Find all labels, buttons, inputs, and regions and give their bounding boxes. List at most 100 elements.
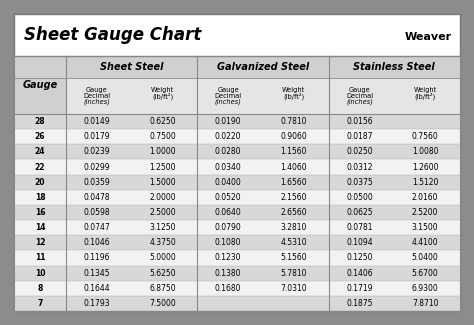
Text: 4.5310: 4.5310 (281, 238, 307, 247)
Text: 0.7560: 0.7560 (412, 132, 438, 141)
Text: 14: 14 (35, 223, 45, 232)
Text: 1.5000: 1.5000 (149, 178, 176, 187)
Text: Decimal: Decimal (215, 93, 242, 99)
Bar (14, 160, 460, 175)
Text: 0.1094: 0.1094 (346, 238, 373, 247)
Text: 8: 8 (37, 284, 43, 293)
Text: Weaver: Weaver (405, 32, 452, 42)
Text: 1.2600: 1.2600 (412, 162, 438, 172)
Text: 0.7810: 0.7810 (281, 117, 307, 126)
Text: 3.1250: 3.1250 (149, 223, 176, 232)
Text: 18: 18 (35, 193, 46, 202)
Text: 0.0250: 0.0250 (346, 147, 373, 156)
Text: Gauge: Gauge (22, 80, 58, 90)
Text: 0.0149: 0.0149 (83, 117, 110, 126)
Text: 0.0220: 0.0220 (215, 132, 241, 141)
Text: 7: 7 (37, 299, 43, 308)
Text: 2.0000: 2.0000 (149, 193, 176, 202)
Text: 0.0598: 0.0598 (83, 208, 110, 217)
Text: 0.0190: 0.0190 (215, 117, 242, 126)
Text: 22: 22 (35, 162, 45, 172)
Text: 0.1230: 0.1230 (215, 254, 241, 263)
Text: 1.5120: 1.5120 (412, 178, 438, 187)
Text: 0.0359: 0.0359 (83, 178, 110, 187)
Text: 0.0156: 0.0156 (346, 117, 373, 126)
Text: 0.1196: 0.1196 (83, 254, 110, 263)
Text: 0.0747: 0.0747 (83, 223, 110, 232)
Bar (14, 235, 460, 250)
Bar (66, 56, 197, 78)
Text: 5.6250: 5.6250 (149, 269, 176, 278)
Text: Weight: Weight (282, 87, 305, 93)
Text: 12: 12 (35, 238, 45, 247)
Bar (197, 56, 328, 78)
Text: 7.5000: 7.5000 (149, 299, 176, 308)
Text: 0.0375: 0.0375 (346, 178, 373, 187)
Text: 3.1500: 3.1500 (412, 223, 438, 232)
Text: 0.0478: 0.0478 (83, 193, 110, 202)
Text: 7.0310: 7.0310 (281, 284, 307, 293)
Text: Gauge: Gauge (349, 87, 370, 93)
Text: 1.0080: 1.0080 (412, 147, 438, 156)
Text: 0.0312: 0.0312 (346, 162, 373, 172)
Text: 1.6560: 1.6560 (281, 178, 307, 187)
Text: (lb/ft²): (lb/ft²) (152, 92, 173, 100)
Text: 0.1406: 0.1406 (346, 269, 373, 278)
Text: 0.1080: 0.1080 (215, 238, 241, 247)
Text: Sheet Steel: Sheet Steel (100, 62, 164, 72)
Text: 20: 20 (35, 178, 45, 187)
Text: 0.1380: 0.1380 (215, 269, 241, 278)
Text: 4.4100: 4.4100 (412, 238, 438, 247)
Text: 0.0239: 0.0239 (83, 147, 110, 156)
Text: 0.1719: 0.1719 (346, 284, 373, 293)
Text: 1.1560: 1.1560 (281, 147, 307, 156)
Bar (14, 190, 460, 205)
Bar (14, 220, 460, 235)
Text: Sheet Gauge Chart: Sheet Gauge Chart (24, 26, 201, 44)
Text: 5.1560: 5.1560 (281, 254, 307, 263)
Text: 24: 24 (35, 147, 45, 156)
Text: 0.1644: 0.1644 (83, 284, 110, 293)
Bar (14, 144, 460, 160)
Text: 1.0000: 1.0000 (149, 147, 176, 156)
Text: 16: 16 (35, 208, 45, 217)
Text: 7.8710: 7.8710 (412, 299, 438, 308)
Text: 26: 26 (35, 132, 45, 141)
Bar (14, 296, 460, 311)
Text: 6.8750: 6.8750 (149, 284, 176, 293)
Text: 0.0400: 0.0400 (215, 178, 242, 187)
Bar (14, 114, 460, 129)
Text: 0.0640: 0.0640 (215, 208, 242, 217)
Text: (lb/ft²): (lb/ft²) (415, 92, 436, 100)
Text: Stainless Steel: Stainless Steel (354, 62, 435, 72)
Text: 0.1250: 0.1250 (346, 254, 373, 263)
Text: 2.5200: 2.5200 (412, 208, 438, 217)
Text: 0.0625: 0.0625 (346, 208, 373, 217)
Text: (lb/ft²): (lb/ft²) (283, 92, 304, 100)
Bar (14, 250, 460, 266)
Bar (14, 175, 460, 190)
Text: Decimal: Decimal (83, 93, 110, 99)
Text: 0.0790: 0.0790 (215, 223, 242, 232)
Text: 4.3750: 4.3750 (149, 238, 176, 247)
Text: 0.7500: 0.7500 (149, 132, 176, 141)
Text: 3.2810: 3.2810 (281, 223, 307, 232)
Text: 0.1345: 0.1345 (83, 269, 110, 278)
Text: 2.6560: 2.6560 (281, 208, 307, 217)
Text: 0.6250: 0.6250 (149, 117, 176, 126)
Text: (inches): (inches) (83, 99, 110, 105)
Text: 5.0000: 5.0000 (149, 254, 176, 263)
Bar (66, 78, 460, 114)
Text: Weight: Weight (414, 87, 437, 93)
Text: 10: 10 (35, 269, 45, 278)
Bar (14, 266, 460, 281)
Text: 0.0340: 0.0340 (215, 162, 242, 172)
Text: Gauge: Gauge (86, 87, 108, 93)
Text: 0.1793: 0.1793 (83, 299, 110, 308)
Text: 0.0520: 0.0520 (215, 193, 242, 202)
Text: Decimal: Decimal (346, 93, 373, 99)
Text: Weight: Weight (151, 87, 174, 93)
Text: 0.1680: 0.1680 (215, 284, 241, 293)
Text: (inches): (inches) (215, 99, 242, 105)
Text: Galvanized Steel: Galvanized Steel (217, 62, 309, 72)
